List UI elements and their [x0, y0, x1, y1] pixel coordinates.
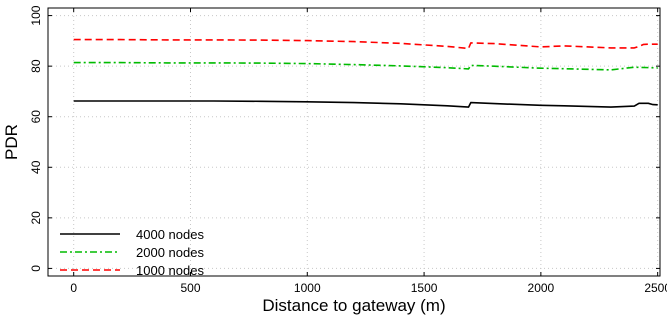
y-tick-label: 60 — [29, 110, 43, 124]
series-line-2 — [73, 38, 658, 50]
legend-label-0: 4000 nodes — [136, 227, 204, 242]
legend: 4000 nodes 2000 nodes 1000 nodes — [60, 227, 204, 278]
y-axis-title: PDR — [2, 124, 21, 160]
legend-label-2: 1000 nodes — [136, 263, 204, 278]
y-tick-label: 40 — [29, 160, 43, 174]
y-tick-label: 100 — [29, 5, 43, 25]
x-tick-label: 0 — [70, 281, 77, 295]
series-lines — [73, 38, 658, 108]
x-axis-title: Distance to gateway (m) — [262, 296, 445, 315]
plot-frame — [47, 7, 661, 277]
x-tick-label: 500 — [180, 281, 200, 295]
grid — [48, 8, 660, 276]
x-tick-label: 1500 — [411, 281, 438, 295]
y-tick-label: 20 — [29, 211, 43, 225]
series-line-0 — [73, 100, 658, 108]
legend-label-1: 2000 nodes — [136, 245, 204, 260]
x-tick-label: 2000 — [528, 281, 555, 295]
y-tick-label: 80 — [29, 59, 43, 73]
y-tick-label: 0 — [29, 265, 43, 272]
series-line-1 — [73, 61, 658, 71]
x-tick-label: 1000 — [294, 281, 321, 295]
